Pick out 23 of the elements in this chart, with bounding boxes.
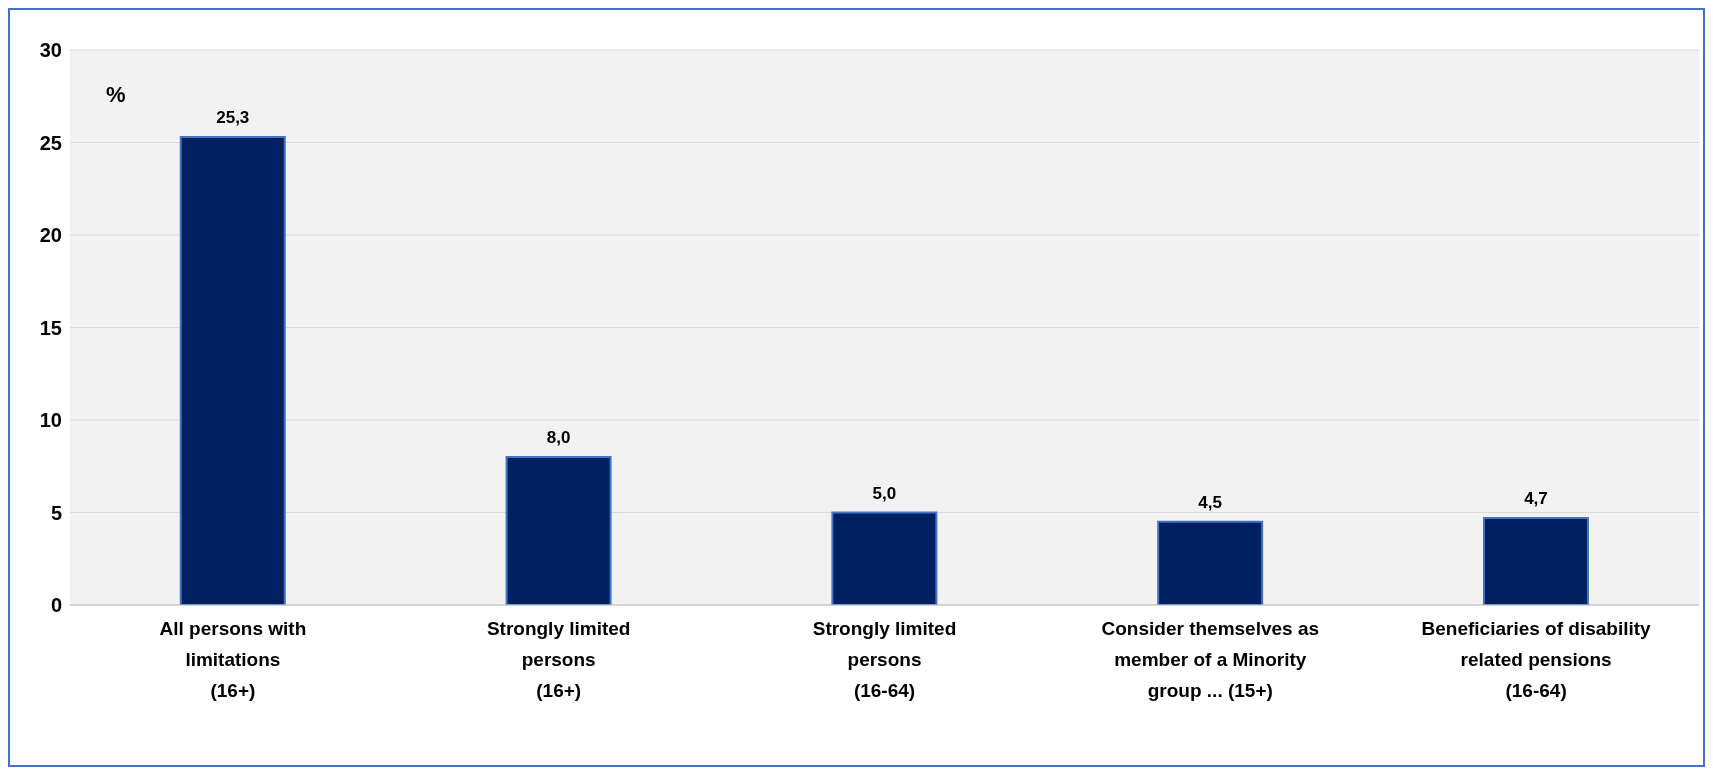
y-axis-title: % bbox=[106, 82, 126, 108]
y-tick-label: 0 bbox=[50, 594, 62, 617]
bar bbox=[831, 511, 938, 605]
data-label: 25,3 bbox=[216, 107, 250, 127]
y-tick-label: 20 bbox=[39, 224, 62, 247]
y-tick-label: 10 bbox=[39, 409, 62, 432]
bar bbox=[505, 456, 612, 605]
x-tick-label: Strongly limited persons (16+) bbox=[486, 618, 631, 701]
data-label: 4,5 bbox=[1198, 492, 1222, 512]
x-tick-label: Beneficiaries of disability related pensions (16-64) bbox=[1421, 618, 1652, 701]
bar bbox=[1157, 520, 1264, 605]
data-label: 4,7 bbox=[1524, 489, 1548, 509]
bar bbox=[179, 135, 286, 605]
bar bbox=[1482, 517, 1589, 605]
y-tick-label: 25 bbox=[39, 131, 62, 154]
x-tick-label: Strongly limited persons (16-64) bbox=[812, 618, 957, 701]
x-tick-label: Consider themselves as member of a Minority group ... (15+) bbox=[1101, 618, 1320, 701]
data-label: 8,0 bbox=[546, 428, 571, 447]
y-tick-label: 15 bbox=[39, 316, 62, 339]
y-tick-label: 30 bbox=[39, 39, 62, 62]
x-tick-label: All persons with limitations (16+) bbox=[159, 618, 307, 701]
y-tick-label: 5 bbox=[50, 501, 62, 524]
data-label: 5,0 bbox=[872, 483, 897, 503]
